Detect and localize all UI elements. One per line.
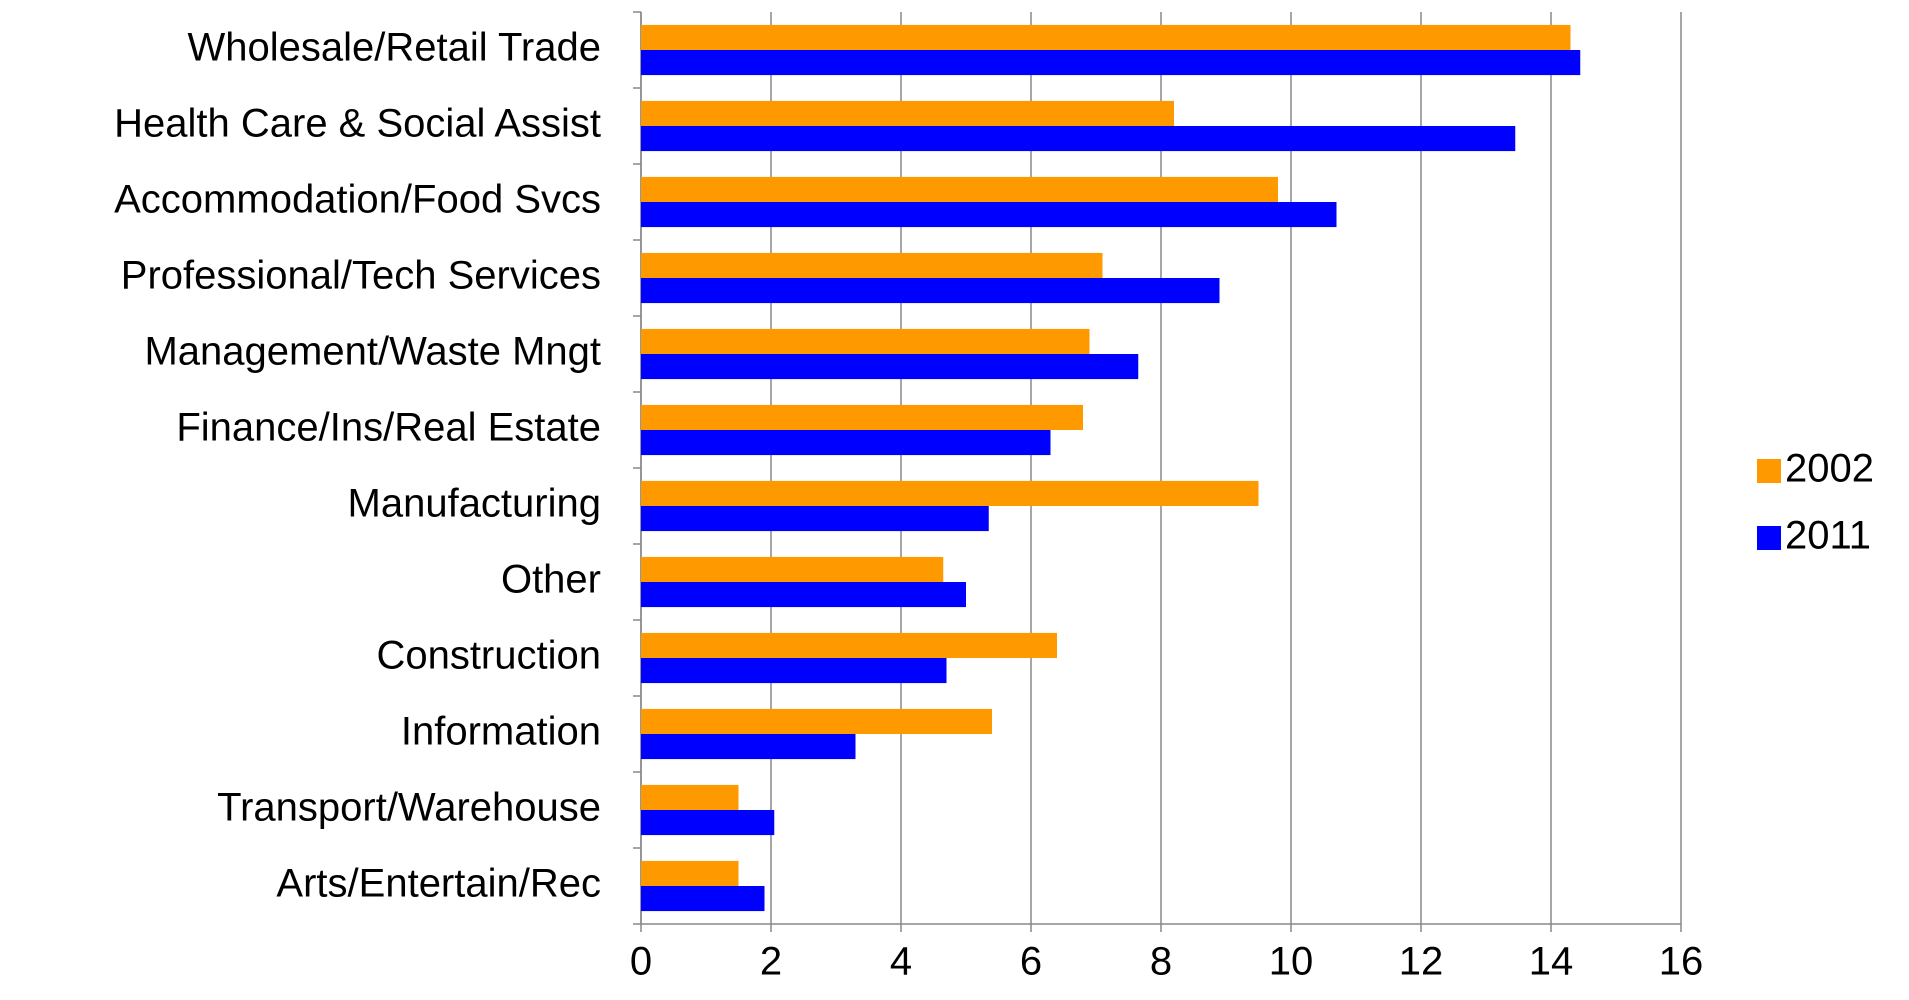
y-tick-label: Transport/Warehouse (217, 786, 601, 830)
bar (641, 24, 1571, 50)
bar (641, 202, 1337, 228)
y-tick-label: Finance/Ins/Real Estate (176, 406, 601, 450)
bar (641, 430, 1051, 456)
y-tick-label: Arts/Entertain/Rec (276, 862, 601, 906)
bar (641, 50, 1581, 76)
y-tick-label: Construction (376, 634, 601, 678)
bar (641, 708, 992, 734)
bar (641, 506, 989, 532)
legend-label: 2002 (1785, 447, 1874, 491)
x-tick-label: 14 (1529, 940, 1574, 984)
bar (641, 126, 1516, 152)
x-tick-label: 2 (760, 940, 782, 984)
y-tick-label: Information (401, 710, 601, 754)
y-tick-label: Management/Waste Mngt (144, 330, 601, 374)
bar (641, 658, 947, 684)
bar (641, 860, 739, 886)
x-tick-label: 10 (1269, 940, 1314, 984)
bar (641, 176, 1278, 202)
bar (641, 278, 1220, 304)
x-tick-label: 0 (630, 940, 652, 984)
x-tick-label: 6 (1020, 940, 1042, 984)
bar (641, 632, 1057, 658)
bar (641, 354, 1139, 380)
y-tick-label: Accommodation/Food Svcs (114, 178, 601, 222)
bar (641, 734, 856, 760)
bar (641, 480, 1259, 506)
bar (641, 252, 1103, 278)
bar (641, 810, 775, 836)
y-tick-label: Other (501, 558, 601, 602)
bar (641, 886, 765, 912)
legend-swatch (1757, 459, 1781, 483)
y-tick-label: Manufacturing (348, 482, 601, 526)
bar (641, 404, 1083, 430)
y-tick-label: Wholesale/Retail Trade (187, 26, 601, 70)
bar (641, 328, 1090, 354)
y-tick-label: Professional/Tech Services (121, 254, 601, 298)
x-tick-label: 8 (1150, 940, 1172, 984)
bar (641, 100, 1174, 126)
legend-label: 2011 (1785, 514, 1871, 558)
y-tick-label: Health Care & Social Assist (114, 102, 601, 146)
legend-swatch (1757, 526, 1781, 550)
bar (641, 784, 739, 810)
x-tick-label: 16 (1659, 940, 1704, 984)
bar (641, 582, 966, 608)
x-tick-label: 4 (890, 940, 912, 984)
bar (641, 556, 944, 582)
x-tick-label: 12 (1399, 940, 1444, 984)
